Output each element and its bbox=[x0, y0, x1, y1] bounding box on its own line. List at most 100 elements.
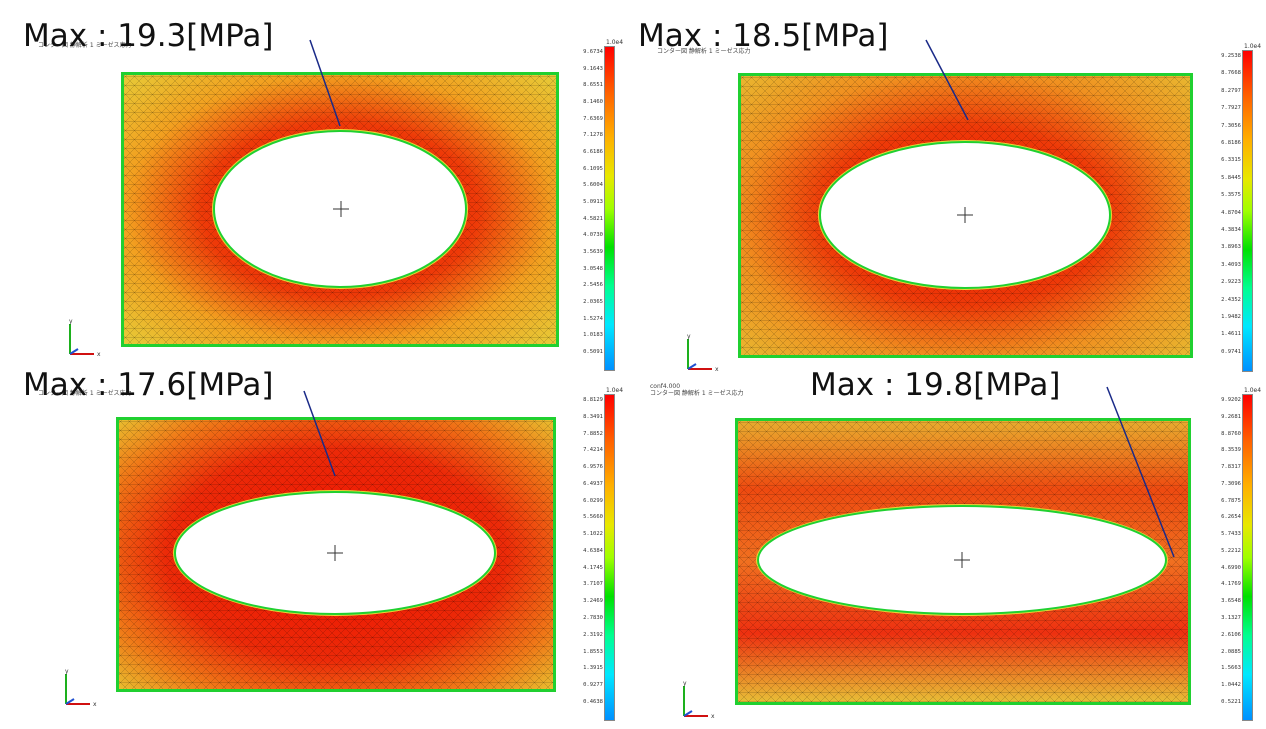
legend-tick-label: 0.9277 bbox=[583, 682, 603, 689]
color-legend-bar bbox=[1242, 50, 1253, 372]
legend-tick-label: 4.6990 bbox=[1221, 564, 1241, 571]
plot-caption: コンター図 静解析 1 ミーゼス応力 bbox=[650, 390, 744, 397]
axis-y-label: y bbox=[69, 318, 73, 325]
legend-tick-label: 5.5660 bbox=[583, 514, 603, 521]
legend-tick-label: 5.7433 bbox=[1221, 531, 1241, 538]
coordinate-axes-icon: y x bbox=[69, 318, 101, 358]
legend-tick-label: 5.3575 bbox=[1221, 192, 1241, 199]
legend-unit: 1.0e4 bbox=[1244, 43, 1262, 50]
legend-tick-label: 5.6004 bbox=[583, 182, 603, 189]
contour-graphic bbox=[116, 417, 556, 692]
contour-graphic bbox=[738, 73, 1193, 358]
legend-tick-label: 1.5663 bbox=[1221, 665, 1241, 672]
legend-tick-label: 5.2212 bbox=[1221, 547, 1241, 554]
legend-tick-label: 9.6734 bbox=[583, 49, 603, 55]
legend-tick-label: 2.6106 bbox=[1221, 631, 1241, 638]
panel-top-left: コンター図 静解析 1 ミーゼス応力 Max : 19.3[M bbox=[0, 0, 633, 371]
max-stress-label: Max : 18.5[MPa] bbox=[638, 18, 889, 54]
legend-tick-label: 1.4611 bbox=[1221, 331, 1241, 338]
max-stress-label: Max : 17.6[MPa] bbox=[23, 367, 274, 403]
legend-tick-label: 8.3539 bbox=[1221, 447, 1241, 454]
max-stress-label: Max : 19.8[MPa] bbox=[810, 367, 1061, 403]
color-legend-bar bbox=[604, 46, 615, 371]
legend-tick-label: 8.2797 bbox=[1221, 87, 1241, 94]
color-legend-bar bbox=[1242, 394, 1253, 721]
legend-tick-label: 6.7875 bbox=[1221, 497, 1241, 504]
coordinate-axes-icon: y x bbox=[65, 668, 97, 708]
legend-tick-label: 2.0885 bbox=[1221, 648, 1241, 655]
legend-tick-label: 6.8186 bbox=[1221, 140, 1241, 147]
legend-tick-label: 3.7107 bbox=[583, 581, 603, 588]
legend-tick-label: 3.1327 bbox=[1221, 615, 1241, 621]
legend-tick-label: 0.5091 bbox=[583, 349, 603, 355]
legend-tick-label: 7.8317 bbox=[1221, 464, 1241, 471]
plot-caption-conf: conf4.000 bbox=[650, 383, 681, 390]
axis-y-label: y bbox=[687, 333, 691, 340]
legend-tick-label: 6.3315 bbox=[1221, 157, 1241, 164]
legend-tick-label: 4.6384 bbox=[583, 547, 603, 554]
legend-tick-label: 6.2654 bbox=[1221, 514, 1241, 521]
legend-tick-label: 3.2469 bbox=[583, 598, 603, 605]
legend-tick-label: 9.1643 bbox=[583, 65, 603, 72]
legend-tick-label: 6.1095 bbox=[583, 165, 603, 172]
legend-tick-label: 4.8704 bbox=[1221, 209, 1241, 216]
center-crosshair-icon bbox=[957, 207, 973, 223]
legend-tick-label: 3.4093 bbox=[1221, 261, 1241, 268]
legend-tick-label: 7.3096 bbox=[1221, 480, 1241, 487]
legend-tick-label: 0.9741 bbox=[1221, 348, 1241, 355]
legend-tick-label: 7.3056 bbox=[1221, 122, 1241, 129]
legend-tick-label: 2.0365 bbox=[583, 299, 603, 305]
panel-top-right: コンター図 静解析 1 ミーゼス応力 Max : 18.5[M bbox=[633, 0, 1266, 373]
legend-tick-label: 4.5821 bbox=[583, 215, 603, 222]
legend-tick-label: 2.3192 bbox=[583, 631, 603, 638]
legend-tick-label: 0.5221 bbox=[1221, 698, 1241, 705]
stress-contour-plate bbox=[738, 73, 1193, 358]
max-stress-label: Max : 19.3[MPa] bbox=[23, 18, 274, 54]
legend-tick-label: 1.9482 bbox=[1221, 314, 1241, 321]
legend-tick-label: 3.8963 bbox=[1221, 244, 1241, 251]
legend-tick-label: 3.5639 bbox=[583, 249, 603, 255]
legend-tick-label: 4.1769 bbox=[1221, 581, 1241, 588]
legend-tick-label: 3.6548 bbox=[1221, 598, 1241, 605]
axis-x-label: x bbox=[711, 713, 715, 720]
legend-tick-label: 7.7927 bbox=[1221, 105, 1241, 112]
legend-ticks: 9.2538 8.7668 8.2797 7.7927 7.3056 6.8186 6.33… bbox=[1221, 50, 1241, 372]
legend-tick-label: 8.6551 bbox=[583, 82, 603, 89]
legend-tick-label: 3.0548 bbox=[583, 265, 603, 272]
legend-tick-label: 7.8852 bbox=[583, 430, 603, 437]
axis-x-label: x bbox=[715, 366, 719, 373]
plot-caption: コンター図 静解析 1 ミーゼス応力 bbox=[38, 390, 132, 397]
center-crosshair-icon bbox=[954, 552, 970, 568]
stress-contour-plate bbox=[116, 417, 556, 692]
coordinate-axes-icon: y x bbox=[683, 680, 715, 720]
legend-unit: 1.0e4 bbox=[1244, 387, 1262, 394]
legend-tick-label: 6.4937 bbox=[583, 480, 603, 487]
legend-tick-label: 4.1745 bbox=[583, 564, 603, 571]
legend-tick-label: 1.0442 bbox=[1221, 682, 1241, 689]
legend-ticks: 8.8129 8.3491 7.8852 7.4214 6.9576 6.4937 6.02… bbox=[583, 394, 603, 721]
center-crosshair-icon bbox=[333, 201, 349, 217]
legend-tick-label: 6.9576 bbox=[583, 464, 603, 471]
legend-tick-label: 9.2681 bbox=[1221, 413, 1241, 420]
max-callout-line bbox=[303, 390, 336, 477]
axis-x-label: x bbox=[97, 351, 101, 358]
legend-tick-label: 8.1460 bbox=[583, 99, 603, 105]
plot-caption: コンター図 静解析 1 ミーゼス応力 bbox=[38, 42, 132, 49]
stress-contour-plate bbox=[121, 72, 559, 347]
legend-tick-label: 7.6369 bbox=[583, 115, 603, 122]
legend-tick-label: 0.4638 bbox=[583, 698, 603, 705]
legend-tick-label: 1.8553 bbox=[583, 648, 603, 655]
axis-y-label: y bbox=[65, 668, 69, 675]
center-crosshair-icon bbox=[327, 545, 343, 561]
axis-x-label: x bbox=[93, 701, 97, 708]
legend-tick-label: 2.4352 bbox=[1221, 296, 1241, 303]
legend-tick-label: 6.0299 bbox=[583, 497, 603, 504]
legend-tick-label: 1.0183 bbox=[583, 332, 603, 339]
legend-tick-label: 7.4214 bbox=[583, 447, 603, 454]
legend-tick-label: 1.5274 bbox=[583, 315, 603, 322]
legend-tick-label: 6.6186 bbox=[583, 149, 603, 155]
legend-tick-label: 5.1022 bbox=[583, 531, 603, 538]
panel-bottom-left: コンター図 静解析 1 ミーゼス応力 Max : 17.6[M bbox=[0, 364, 633, 729]
legend-tick-label: 4.0730 bbox=[583, 232, 603, 239]
legend-ticks: 9.6734 9.1643 8.6551 8.1460 7.6369 7.1278 6.61… bbox=[583, 46, 603, 371]
